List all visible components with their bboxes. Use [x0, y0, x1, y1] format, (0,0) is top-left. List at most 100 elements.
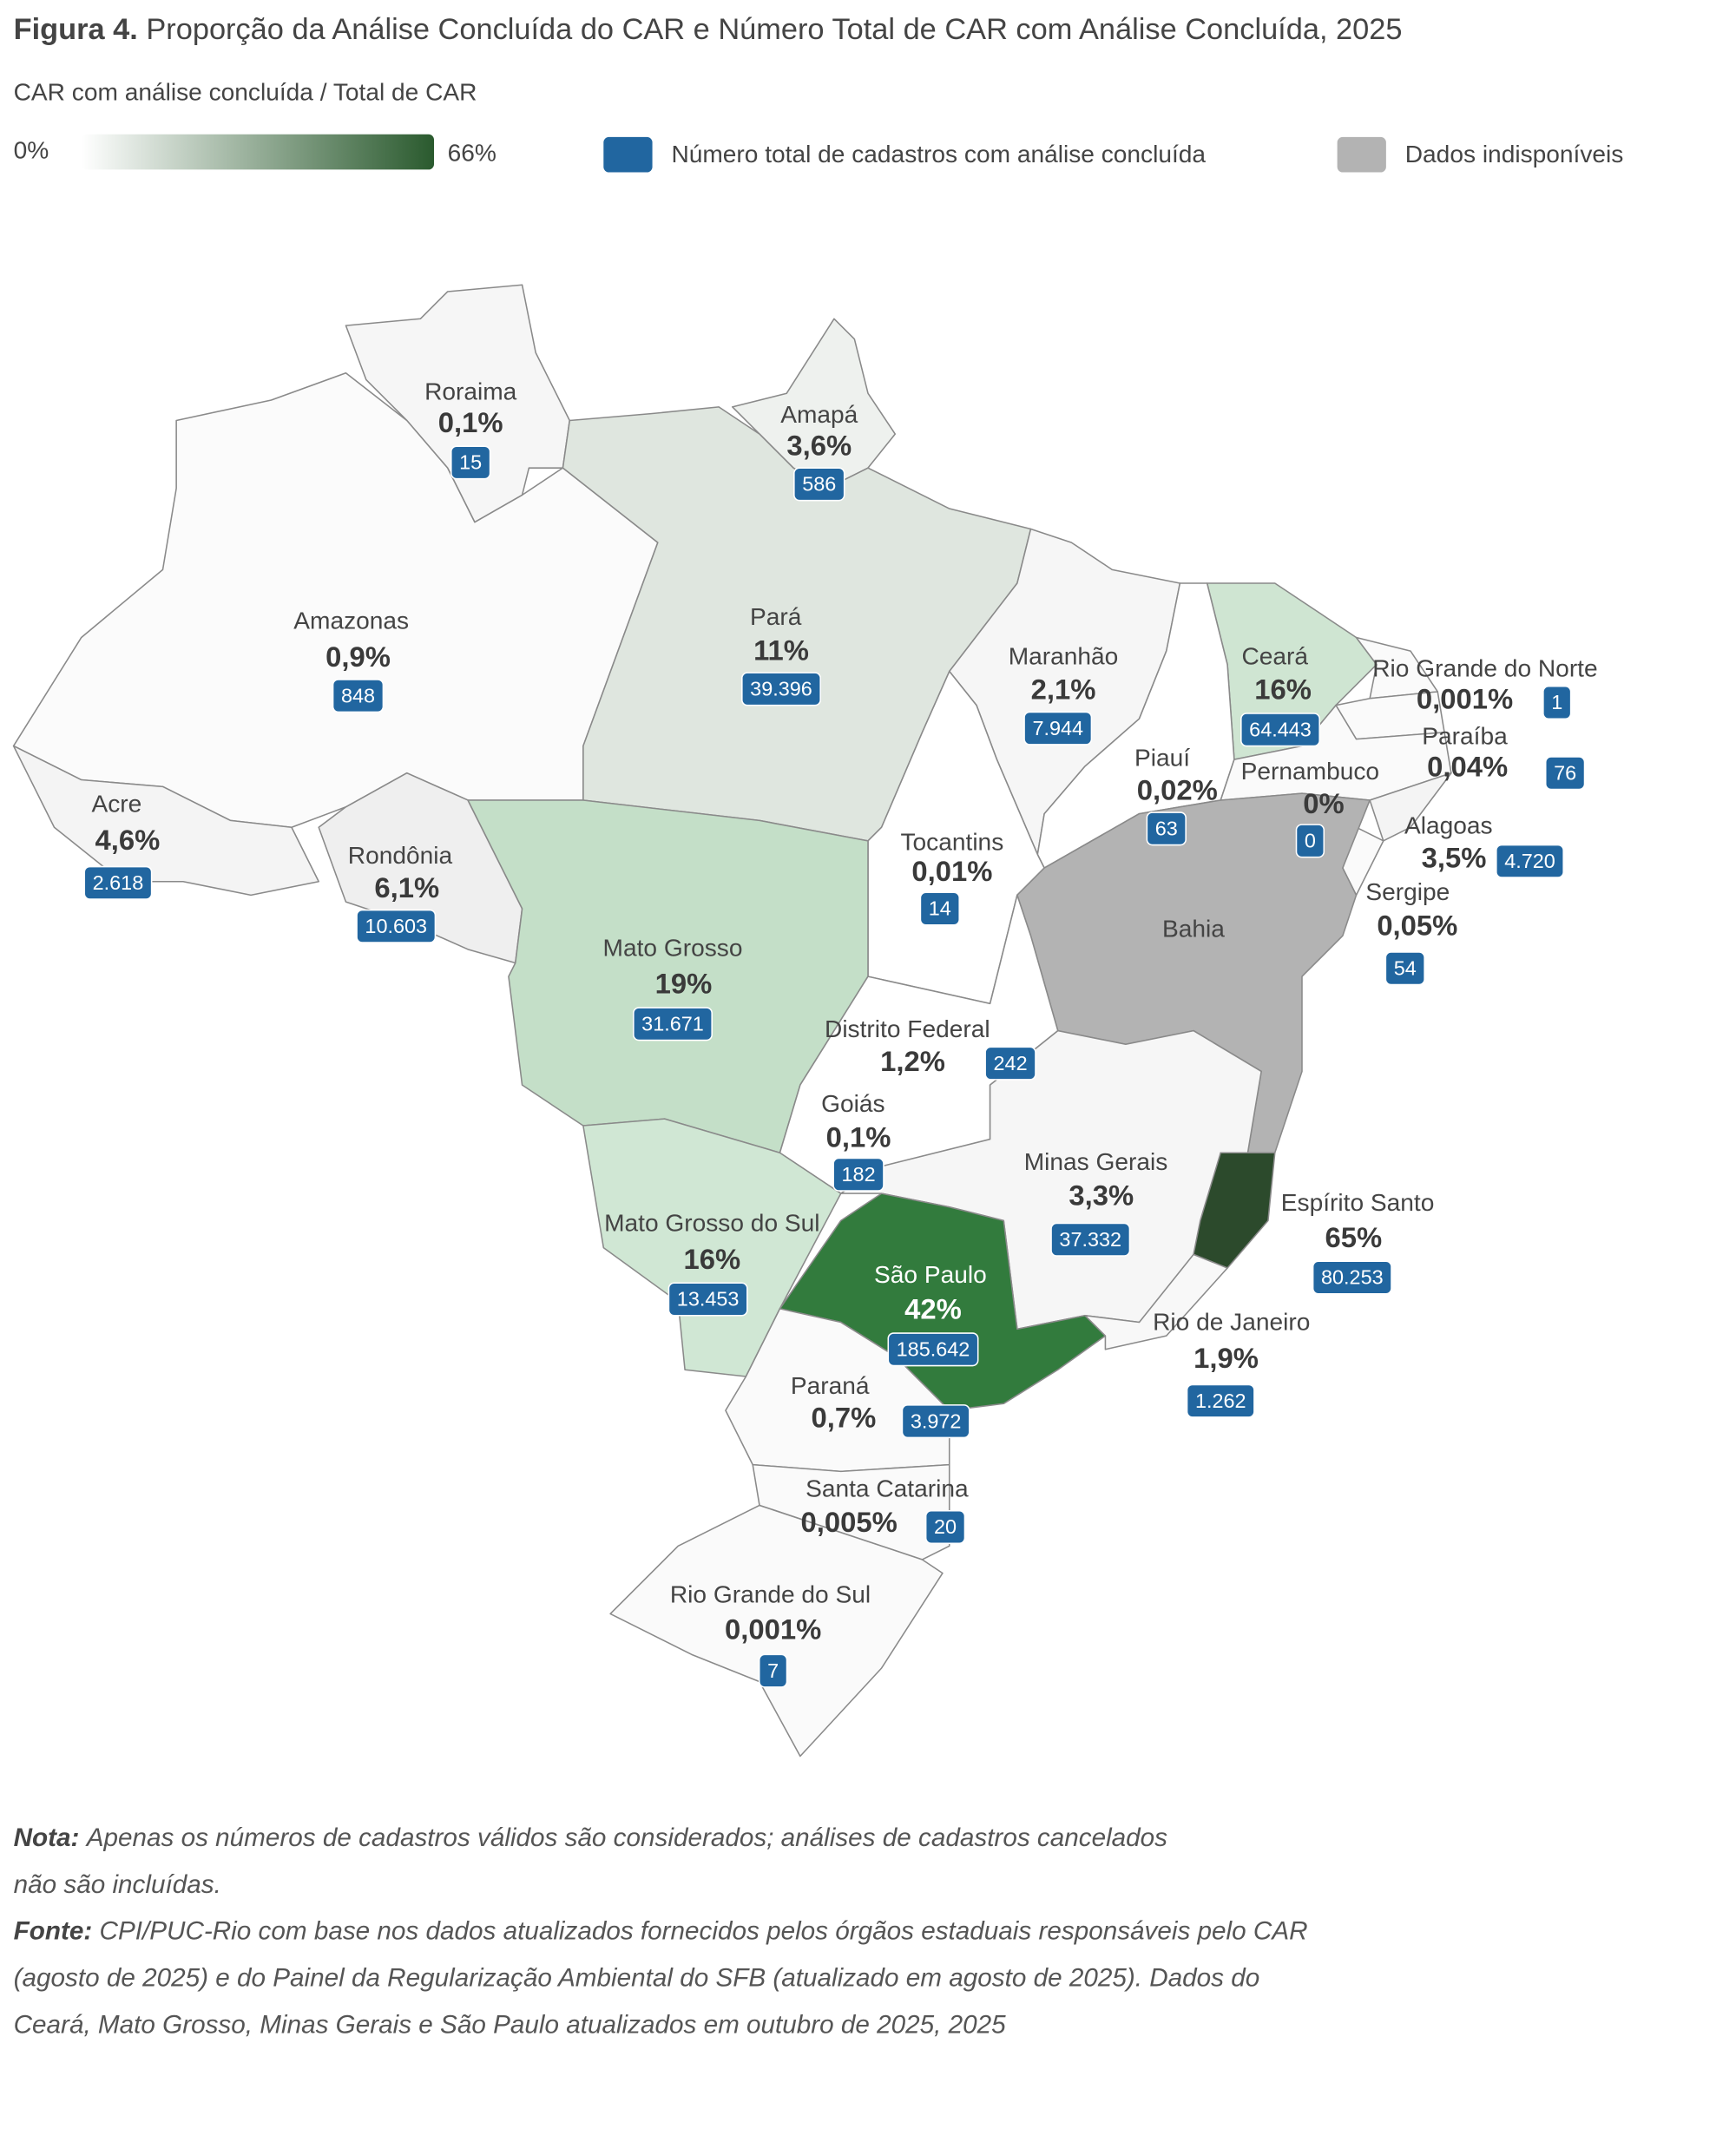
count-badge — [832, 1157, 884, 1192]
state-share: 0,04% — [1427, 751, 1508, 783]
count-badge — [1544, 756, 1586, 791]
state-name: Pará — [750, 603, 802, 630]
state-share: 11% — [753, 634, 809, 666]
state-share: 0,001% — [725, 1613, 821, 1645]
state-name: Rio Grande do Sul — [670, 1581, 871, 1608]
state-count: 76 — [1554, 761, 1576, 784]
state-count: 185.642 — [897, 1338, 970, 1361]
state-count: 14 — [929, 897, 951, 920]
count-badge — [1542, 685, 1572, 719]
state-share: 0,9% — [326, 641, 391, 673]
state-name: Minas Gerais — [1024, 1148, 1168, 1175]
note-line: Nota: Apenas os números de cadastros vál… — [14, 1823, 1168, 1852]
state-share: 0,7% — [811, 1402, 876, 1434]
state-count: 15 — [459, 451, 482, 474]
note-text: CPI/PUC-Rio com base nos dados atualizad… — [100, 1917, 1308, 1946]
note-line: Ceará, Mato Grosso, Minas Gerais e São P… — [14, 2010, 1007, 2039]
notes: Nota: Apenas os números de cadastros vál… — [14, 1823, 1308, 2040]
state-name: Acre — [91, 791, 141, 818]
state-share: 0,05% — [1377, 910, 1457, 942]
state-name: Paraná — [791, 1372, 870, 1399]
state-count: 39.396 — [750, 678, 812, 700]
state-name: Santa Catarina — [806, 1475, 969, 1502]
state-count: 64.443 — [1249, 718, 1312, 740]
state-share: 0,02% — [1137, 773, 1218, 805]
legend-max: 66% — [448, 140, 496, 167]
state-name: Bahia — [1162, 915, 1225, 942]
count-badge — [1384, 951, 1425, 986]
note-text: Ceará, Mato Grosso, Minas Gerais e São P… — [14, 2010, 1007, 2039]
state-name: Rio de Janeiro — [1153, 1309, 1310, 1336]
state-shape — [609, 1504, 944, 1758]
map — [12, 284, 1452, 1758]
state-count: 0 — [1305, 830, 1316, 852]
state-share: 0,001% — [1417, 683, 1513, 715]
count-badge — [1050, 1222, 1131, 1257]
note-line: Fonte: CPI/PUC-Rio com base nos dados at… — [14, 1917, 1308, 1946]
count-badge — [793, 467, 845, 502]
state-name: Sergipe — [1365, 878, 1450, 905]
legend-swatch — [603, 136, 653, 173]
state-share: 0,01% — [911, 855, 992, 887]
count-badge — [1496, 844, 1564, 878]
state-name: Tocantins — [901, 828, 1004, 855]
state-share: 16% — [683, 1243, 740, 1275]
legend-label: Número total de cadastros com análise co… — [671, 141, 1206, 168]
state-count: 1 — [1551, 691, 1562, 713]
count-badge — [1312, 1260, 1392, 1295]
state-share: 3,3% — [1069, 1179, 1134, 1211]
state-name: Amazonas — [293, 608, 409, 634]
state-count: 80.253 — [1321, 1266, 1384, 1289]
count-badge — [1186, 1383, 1255, 1418]
state-count: 1.262 — [1195, 1390, 1246, 1412]
state-share: 3,6% — [786, 429, 852, 461]
state-count: 2.618 — [93, 871, 144, 894]
state-name: Ceará — [1241, 642, 1308, 669]
count-badge — [984, 1046, 1036, 1081]
state-share: 0% — [1303, 787, 1344, 819]
count-badge — [1146, 811, 1187, 846]
state-share: 0,005% — [801, 1506, 898, 1538]
state-count: 20 — [934, 1515, 957, 1538]
state-count: 848 — [341, 684, 375, 706]
state-share: 16% — [1254, 673, 1312, 706]
state-name: Paraíba — [1422, 723, 1508, 750]
state-name: Maranhão — [1009, 642, 1119, 669]
state-name: Espírito Santo — [1281, 1189, 1435, 1216]
count-badge — [356, 909, 437, 943]
state-count: 182 — [842, 1163, 876, 1186]
note-line: não são incluídas. — [14, 1870, 221, 1899]
state-count: 3.972 — [911, 1409, 962, 1432]
state-count: 13.453 — [677, 1288, 740, 1311]
legend-gradient — [81, 134, 434, 170]
state-count: 63 — [1155, 818, 1178, 840]
state-count: 7 — [767, 1659, 779, 1682]
state-shape — [1369, 772, 1452, 842]
state-share: 0,1% — [826, 1120, 891, 1153]
count-badge — [1295, 824, 1325, 858]
count-badge — [1240, 713, 1320, 747]
legend-swatch — [1337, 136, 1386, 173]
legend-label: Dados indisponíveis — [1405, 141, 1624, 168]
state-count: 586 — [802, 473, 836, 496]
count-badge — [667, 1282, 748, 1317]
state-shape — [1084, 1253, 1228, 1350]
state-share: 3,5% — [1422, 841, 1487, 873]
map-labels: Roraima0,1%15Amapá3,6%586Amazonas0,9%848… — [83, 378, 1598, 1688]
count-badge — [633, 1007, 713, 1041]
title-prefix: Figura 4. — [14, 13, 138, 46]
state-share: 2,1% — [1031, 673, 1096, 706]
count-badge — [450, 445, 491, 480]
state-share: 1,2% — [880, 1045, 945, 1077]
count-badge — [919, 891, 960, 926]
count-badge — [924, 1509, 966, 1544]
state-share: 65% — [1325, 1221, 1383, 1253]
state-name: Piauí — [1134, 745, 1190, 772]
note-label: Fonte: — [14, 1917, 93, 1946]
count-badge — [83, 865, 153, 900]
state-name: Mato Grosso do Sul — [604, 1209, 819, 1236]
state-share: 19% — [655, 968, 713, 1000]
state-count: 54 — [1394, 956, 1417, 979]
count-badge — [1023, 711, 1093, 746]
